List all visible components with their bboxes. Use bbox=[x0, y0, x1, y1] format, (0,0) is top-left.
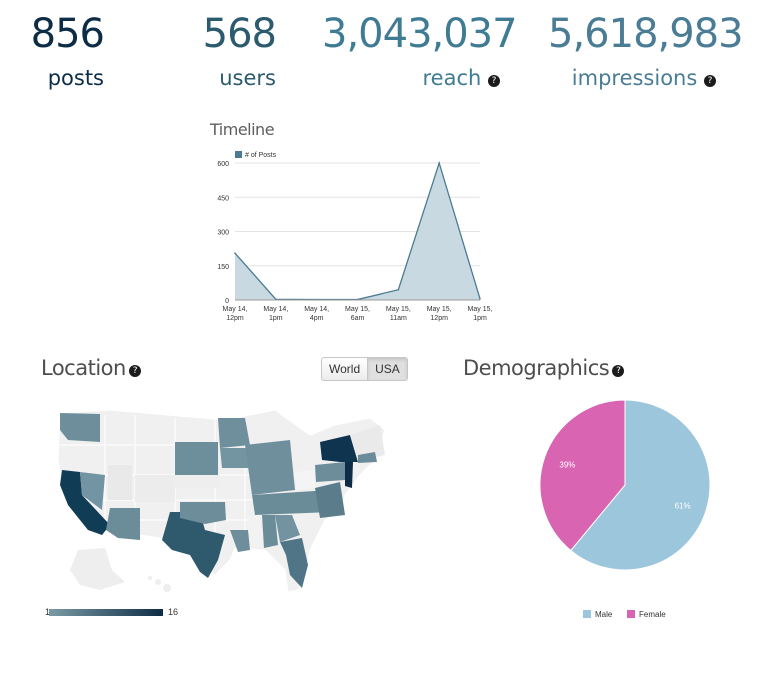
demographics-title: Demographics bbox=[463, 356, 610, 380]
location-title: Location bbox=[41, 356, 126, 380]
state-colorado bbox=[135, 475, 175, 502]
state-texas bbox=[162, 512, 225, 578]
state-new-york bbox=[320, 435, 358, 462]
demographics-help-icon[interactable]: ? bbox=[612, 365, 625, 377]
state-midwest-east bbox=[245, 440, 295, 495]
state-nevada bbox=[80, 472, 105, 510]
pie-legend-label: Female bbox=[639, 610, 666, 619]
demographics-title-row: Demographics? bbox=[463, 356, 625, 380]
timeline-area bbox=[235, 163, 480, 300]
stat-reach-label: reach bbox=[422, 66, 482, 90]
state-tennessee-kentucky bbox=[252, 490, 332, 515]
timeline-x-tick: May 15, 6am bbox=[345, 306, 370, 322]
pie-slice-female bbox=[539, 399, 626, 552]
timeline-x-tick: May 14, 12pm bbox=[223, 306, 248, 322]
map-legend: 1 bbox=[45, 607, 50, 617]
state-alabama bbox=[262, 515, 278, 548]
state-oklahoma bbox=[180, 502, 226, 524]
stat-users: 568 users bbox=[200, 8, 277, 93]
state-ohio bbox=[295, 470, 315, 490]
stat-reach-label-row: reach ? bbox=[322, 63, 500, 93]
timeline-x-tick: May 15, 1pm bbox=[468, 306, 493, 322]
toggle-world[interactable]: World bbox=[322, 358, 368, 380]
timeline-y-tick: 300 bbox=[217, 230, 229, 237]
stat-impressions-label-row: impressions ? bbox=[548, 63, 716, 93]
pie-slice-label: 39% bbox=[559, 460, 575, 469]
timeline-y-tick: 600 bbox=[217, 161, 229, 168]
timeline-point bbox=[234, 252, 236, 254]
stat-posts-label: posts bbox=[47, 66, 104, 90]
location-title-row: Location? bbox=[41, 356, 141, 380]
timeline-point bbox=[438, 162, 440, 164]
map-legend-max: 16 bbox=[168, 607, 179, 617]
pie-slice-male bbox=[570, 399, 711, 571]
pie-slice-label: 61% bbox=[675, 502, 691, 511]
timeline-y-tick: 0 bbox=[225, 298, 229, 305]
stat-impressions-value: 5,618,983 bbox=[548, 11, 744, 57]
timeline-point bbox=[397, 288, 400, 291]
timeline-chart: 0 150 300 450 600 May 14, 12pm May 14, 1pm May 14… bbox=[217, 151, 493, 322]
location-help-icon[interactable]: ? bbox=[128, 365, 141, 377]
reach-help-icon[interactable]: ? bbox=[488, 75, 500, 87]
demographics-pie-chart: 61% 39% Male Female bbox=[539, 399, 711, 619]
state-california bbox=[60, 470, 110, 535]
state-massachusetts bbox=[358, 452, 377, 463]
pie-legend-swatch bbox=[627, 610, 635, 618]
stat-posts: 856 posts bbox=[30, 8, 105, 93]
stat-impressions-label: impressions bbox=[571, 66, 698, 90]
timeline-x-tick: May 15, 11am bbox=[386, 306, 411, 322]
state-alaska bbox=[70, 548, 125, 590]
map-legend-min: 1 bbox=[45, 607, 51, 617]
state-louisiana bbox=[230, 530, 250, 552]
state-new-england bbox=[350, 425, 385, 462]
timeline-x-tick: May 15, 12pm bbox=[427, 306, 452, 322]
state-virginia-carolinas bbox=[315, 482, 345, 518]
map-legend-max-wrap: 16 bbox=[168, 607, 178, 617]
stat-reach-value: 3,043,037 bbox=[322, 11, 518, 57]
toggle-usa[interactable]: USA bbox=[367, 358, 407, 380]
stat-reach: 3,043,037 reach ? bbox=[322, 8, 518, 93]
timeline-x-tick: May 14, 4pm bbox=[304, 306, 329, 322]
state-florida bbox=[280, 538, 308, 588]
timeline-x-tick: May 14, 1pm bbox=[263, 306, 288, 322]
impressions-help-icon[interactable]: ? bbox=[704, 75, 716, 87]
stat-users-value: 568 bbox=[202, 11, 277, 57]
timeline-y-tick: 450 bbox=[217, 195, 229, 202]
pie-legend-swatch bbox=[583, 610, 591, 618]
map-legend-gradient bbox=[49, 609, 163, 616]
timeline-point bbox=[479, 298, 481, 300]
usa-map bbox=[57, 409, 386, 593]
state-dakotas bbox=[175, 442, 218, 475]
state-washington bbox=[60, 413, 100, 442]
state-hawaii bbox=[148, 576, 171, 592]
timeline-title: Timeline bbox=[210, 120, 275, 139]
state-minnesota bbox=[218, 418, 250, 448]
timeline-legend-label: # of Posts bbox=[245, 152, 277, 159]
timeline-legend-swatch bbox=[235, 151, 242, 158]
state-new-jersey bbox=[345, 462, 353, 488]
state-pennsylvania bbox=[315, 462, 345, 482]
map-scope-toggle: World USA bbox=[321, 357, 408, 381]
state-iowa bbox=[220, 448, 252, 468]
state-mississippi bbox=[248, 515, 262, 548]
stat-users-label: users bbox=[219, 66, 276, 90]
pie-legend-label: Male bbox=[595, 610, 613, 619]
timeline-y-tick: 150 bbox=[217, 264, 229, 271]
stat-impressions: 5,618,983 impressions ? bbox=[548, 8, 744, 93]
state-nebraska bbox=[175, 475, 220, 488]
state-arizona bbox=[106, 508, 140, 540]
state-georgia bbox=[275, 515, 300, 542]
state-utah bbox=[108, 465, 132, 500]
stat-posts-value: 856 bbox=[30, 11, 105, 57]
